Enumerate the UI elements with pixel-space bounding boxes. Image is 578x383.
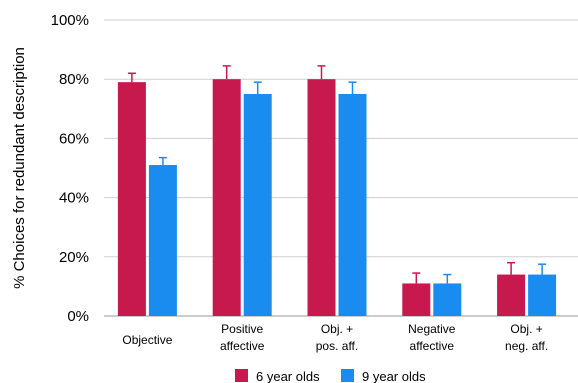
category-label-line: Objective [122,333,172,347]
category-label: Obj. + pos. aff. [316,322,358,353]
category-label-line: affective [410,339,455,353]
bar-nine-3 [433,283,462,316]
bar-nine-1 [243,94,272,316]
bar-nine-4 [528,274,557,316]
x-axis-categories: Objective Positive affective Obj. + pos. aff… [122,322,548,353]
bar-nine-2 [338,94,367,316]
y-axis-label: % Choices for redundant description [11,47,28,289]
y-tick-label: 20% [59,249,89,266]
category-label-line: Negative [408,322,456,336]
bar-six-0 [117,82,146,316]
y-tick-label: 60% [59,130,89,147]
category-label: Objective [122,333,172,347]
y-tick-label: 80% [59,71,89,88]
category-label-line: Obj. + [510,322,542,336]
category-label-line: neg. aff. [505,339,548,353]
legend-label: 9 year olds [362,369,426,383]
bar-six-2 [307,79,336,316]
legend-swatch [235,369,248,382]
bar-six-4 [497,274,526,316]
bar-six-1 [212,79,241,316]
legend-swatch [341,369,354,382]
legend-label: 6 year olds [256,369,320,383]
y-tick-label: 40% [59,190,89,207]
category-label: Positive affective [220,322,265,353]
legend: 6 year olds 9 year olds [235,369,426,383]
category-label: Negative affective [408,322,456,353]
error-bars [127,65,547,284]
category-label-line: pos. aff. [316,339,358,353]
y-axis-ticks: 0% 20% 40% 60% 80% 100% [51,12,89,325]
y-tick-label: 0% [67,308,89,325]
bar-nine-0 [148,165,177,316]
bars [117,79,557,316]
bar-six-3 [402,283,431,316]
y-tick-label: 100% [51,12,89,29]
category-label-line: Obj. + [321,322,353,336]
category-label: Obj. + neg. aff. [505,322,548,353]
category-label-line: affective [220,339,265,353]
category-label-line: Positive [221,322,263,336]
